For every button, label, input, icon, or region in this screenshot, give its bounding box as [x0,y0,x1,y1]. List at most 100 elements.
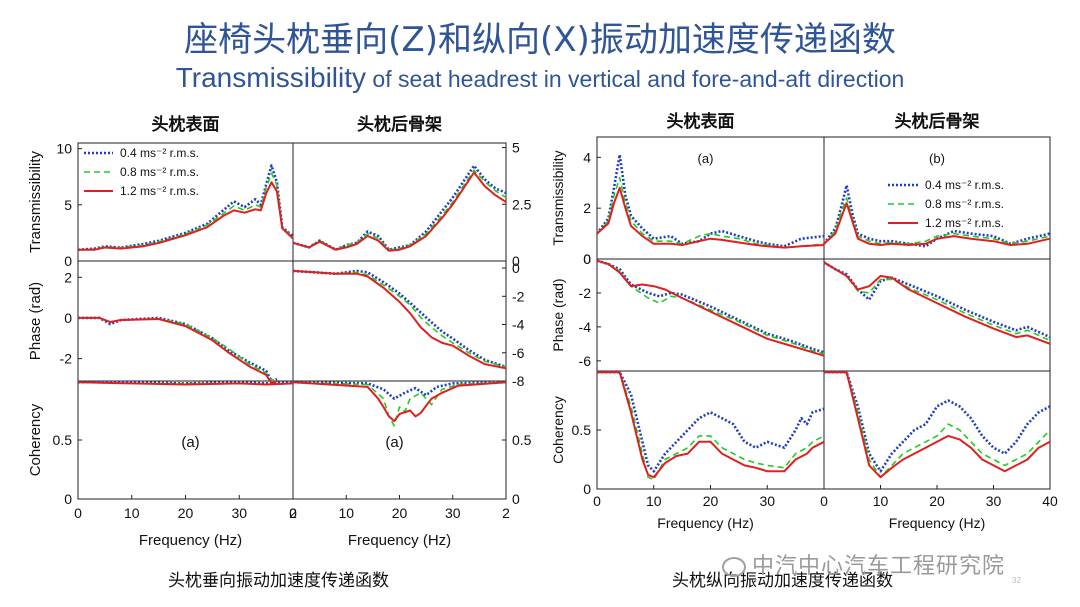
fig1-coh-right-tick-label: 0 [512,491,520,507]
title-en-rest: of seat headrest in vertical and fore-an… [366,66,905,92]
fig1-legend-label-1: 0.8 ms⁻² r.m.s. [120,165,199,179]
fig2-coh-frame-series-0 [824,370,1051,473]
fig2-trans-tick-label: 4 [583,149,591,165]
fig1-trans-right-tick-label: 0 [512,253,520,269]
fig1-trans-frame-series-2 [292,171,507,252]
fig2-x-left-tick-label: 0 [593,493,601,509]
fig2-legend-label-1: 0.8 ms⁻² r.m.s. [925,197,1004,211]
fig1-phase-left-tick-label: -2 [60,351,73,367]
fig1-x-right-tick-label: 20 [392,505,408,521]
fig1-x-right-tick-label: 30 [445,505,461,521]
fig1-annotation-left: (a) [181,434,199,451]
fig2-trans-frame-series-2 [823,202,1051,246]
fig1-legend-label-0: 0.4 ms⁻² r.m.s. [120,146,199,160]
fig1-phase-left-tick-label: 2 [64,269,72,285]
fig1-legend-label-2: 1.2 ms⁻² r.m.s. [120,184,199,198]
fig1-annotation-right: (a) [385,434,403,451]
wechat-icon [722,557,746,577]
fig2-phase-surface-series-2 [596,259,825,357]
fig2-trans-surface-series-2 [596,186,825,249]
fig1-ylabel-coh: Coherency [27,403,44,476]
fig1-coh-right-tick-label: 0.5 [512,432,532,448]
fig2-phase-tick-label: -4 [579,319,592,335]
fig1-coh-surface-series-2 [77,381,294,386]
fig2-coh-tick-label: 0.5 [572,422,592,438]
fig2-x-right-tick-label: 10 [873,493,889,509]
fig1-col-title-surface: 头枕表面 [152,114,220,134]
fig2-x-right-tick-label: 20 [929,493,945,509]
fig2-ylabel-coh: Coherency [550,396,566,464]
fig1-xlabel-right: Frequency (Hz) [348,532,451,549]
fig2-coh-surface-series-0 [597,370,825,473]
fig1-phase-frame-series-2 [292,269,507,370]
fig1-trans-right-tick-label: 2.5 [512,196,532,212]
fig1-trans-left-tick-label: 5 [64,197,72,213]
fig2-phase-tick-label: -6 [579,353,592,369]
fig2-annotation-left: (a) [698,151,714,166]
fig2-x-left-tick-label: 10 [646,493,662,509]
fig1-phase-right-tick-label: -4 [512,317,525,333]
fig2-phase-tick-label: -2 [579,285,592,301]
fig2-ylabel-phase: Phase (rad) [550,278,566,351]
fig1-x-right-tick-label: 2 [502,505,510,521]
fig1-phase-right-tick-label: -8 [512,373,525,389]
fig1-xlabel-left: Frequency (Hz) [139,532,242,549]
fig2-x-left-tick-label: 30 [759,493,775,509]
fig2-trans-frame-series-1 [823,197,1051,245]
fig1-coh-frame-series-1 [292,381,507,427]
fig1-phase-right-tick-label: -2 [512,288,525,304]
fig2-right-panel-2 [823,370,1051,490]
fig2-left-panel-2 [596,370,825,490]
fig1-trans-frame-series-1 [292,169,507,251]
fig1-x-left-tick-label: 30 [231,505,247,521]
fig1-trans-left-tick-label: 0 [64,253,72,269]
fig1-x-left-tick-label: 10 [124,505,140,521]
fig1-col-title-frame: 头枕后骨架 [357,114,442,134]
fig1-trans-right-tick-label: 5 [512,140,520,156]
fig2-phase-surface-series-0 [596,259,825,354]
watermark-text: 中汽中心汽车工程研究院 [752,554,1006,579]
fig2-annotation-right: (b) [929,151,945,166]
fig1-left-panel-0 [77,142,294,262]
fig1-phase-frame-series-0 [292,269,507,369]
fig2-trans-surface-series-1 [596,176,825,249]
fig2-col-title-surface: 头枕表面 [667,111,735,131]
slide-title-chinese: 座椅头枕垂向(Z)和纵向(X)振动加速度传递函数 [184,20,896,60]
fig2-phase-tick-label: 0 [583,251,591,267]
fig1-right-panel-1 [292,260,507,382]
fig1-x-right-tick-label: 0 [289,505,297,521]
fig2-x-right-tick-label: 30 [986,493,1002,509]
fig2-phase-frame-series-1 [823,261,1051,342]
fig2-trans-tick-label: 0 [583,251,591,267]
fig1-coh-left-tick-label: 0.5 [53,432,73,448]
fig1-x-right-tick-label: 10 [338,505,354,521]
fig2-x-right-tick-label: 40 [1042,493,1058,509]
caption-fore-aft: 头枕纵向振动加速度传递函数 [672,571,893,591]
fig2-xlabel-right: Frequency (Hz) [889,515,985,531]
fig2-x-left-tick-label: 20 [703,493,719,509]
fig1-x-left-tick-label: 0 [74,505,82,521]
fig2-coh-surface-series-1 [597,371,825,481]
fig1-coh-frame-series-2 [292,381,507,423]
fig1-coh-frame-series-0 [292,380,507,400]
title-en-keyword: Transmissibility [175,62,367,93]
fig1-coh-left-tick-label: 0 [64,491,72,507]
fig2-phase-surface-series-1 [596,259,825,355]
fig2-coh-frame-series-2 [824,371,1051,479]
fig1-trans-frame-series-0 [292,164,507,251]
fig1-x-left-tick-label: 2 [289,505,297,521]
fig1-ylabel-trans: Transmissibility [27,151,44,253]
fig2-legend-label-2: 1.2 ms⁻² r.m.s. [925,216,1004,230]
fig1-trans-surface-series-2 [78,181,294,251]
fig2-phase-frame-series-2 [823,261,1051,345]
fig2-left-panel-1 [596,258,825,372]
fig1-phase-surface-series-1 [78,317,278,382]
fig2-col-title-frame: 头枕后骨架 [895,111,980,131]
page-number: 32 [1012,576,1021,585]
fig1-phase-surface-series-2 [78,316,278,384]
fig2-ylabel-trans: Transmissibility [550,150,566,245]
fig1-phase-right-tick-label: -6 [512,345,525,361]
fig2-x-right-tick-label: 0 [820,493,828,509]
fig2-right-panel-1 [823,258,1051,372]
